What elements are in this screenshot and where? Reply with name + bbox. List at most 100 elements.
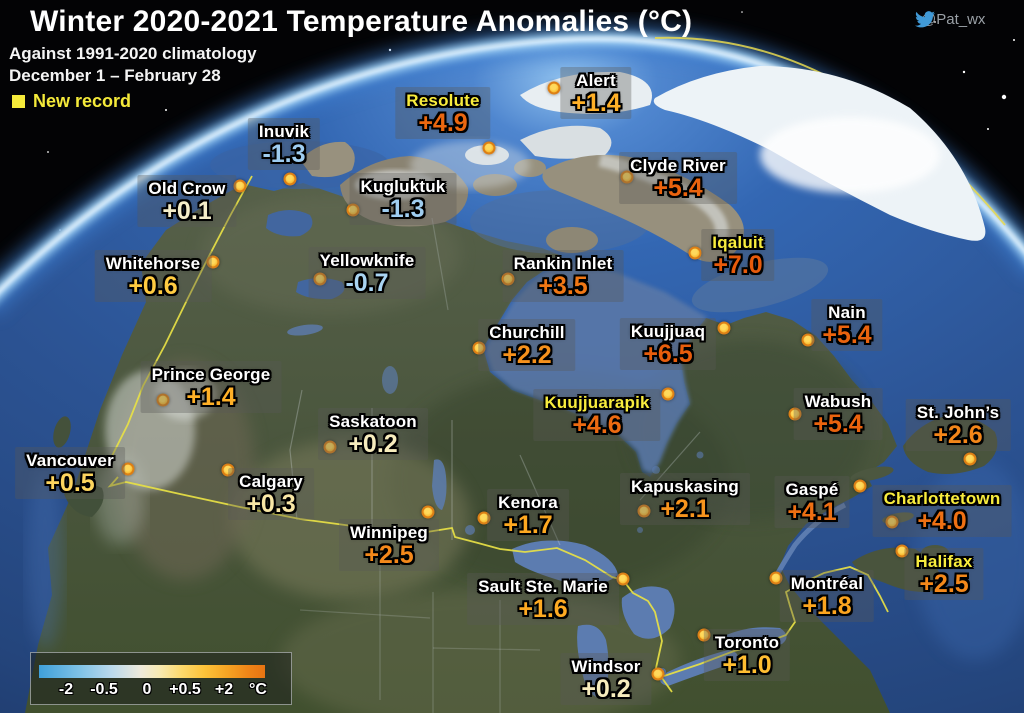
city-value: +0.2 [348,430,398,458]
city-label: Iqaluit +7.0 [701,229,775,281]
city-label: Kenora +1.7 [487,489,569,541]
city-dot [206,255,220,269]
atlantic-islands [53,415,998,592]
colorbar-legend: -2 -0.5 0 +0.5 +2 °C [30,652,292,705]
city-label: Charlottetown +4.0 [872,485,1012,537]
city-dot [421,505,435,519]
city-label: Rankin Inlet +3.5 [502,250,624,302]
city-value: +1.4 [186,383,236,411]
city-value: +0.6 [128,272,178,300]
city-dot [477,511,491,525]
city-dot [323,440,337,454]
st-lawrence-river [770,502,847,584]
subtitle-climatology: Against 1991-2020 climatology [9,44,257,63]
city-value: +5.4 [822,321,872,349]
city-value: +0.1 [162,197,212,225]
city-label: Churchill +2.2 [478,319,576,371]
terrain-shading [27,195,1024,713]
city-name: Inuvik [258,122,310,141]
city-dot [688,246,702,260]
twitter-credit: @Pat_wx [915,11,985,28]
canada-us-border-line [105,175,889,693]
city-label: Saskatoon +0.2 [318,408,428,460]
city-value: +2.5 [364,541,414,569]
city-name: Kugluktuk [360,177,446,196]
city-value: +2.6 [933,421,983,449]
city-label: Sault Ste. Marie +1.6 [467,573,619,625]
city-value: -0.7 [345,269,389,297]
city-value: +7.0 [713,251,763,279]
colorbar-tick: +2 [214,681,234,698]
nova-scotia [852,547,941,592]
city-label: Inuvik -1.3 [247,118,321,170]
city-dot [885,515,899,529]
city-dot [637,504,651,518]
new-record-swatch [12,95,25,108]
city-dot [472,341,486,355]
city-dot [121,462,135,476]
city-dot [651,667,665,681]
city-label: Kuujjuarapik +4.6 [533,389,661,441]
city-name: Windsor [571,657,641,676]
city-name: Whitehorse [105,254,201,273]
city-dot [616,572,630,586]
city-dot [697,628,711,642]
colorbar-tick: °C [249,681,267,698]
city-value: +3.5 [538,272,588,300]
colorbar-tick: -2 [58,681,74,698]
new-record-label: New record [33,91,132,111]
city-value: +2.1 [660,495,710,523]
city-dot [895,544,909,558]
yukon-alaska-border [105,175,253,469]
city-label: Gaspé +4.1 [774,476,850,528]
city-name: Rankin Inlet [513,254,613,273]
subtitle-date-range: December 1 – February 28 [9,66,221,85]
city-name: Alert [576,71,616,90]
city-value: +2.2 [502,341,552,369]
city-value: +0.2 [581,675,631,703]
city-label: Prince George +1.4 [140,361,282,413]
city-name: Iqaluit [712,233,764,252]
city-label: Old Crow +0.1 [137,175,237,227]
city-dot [661,387,675,401]
city-value: +4.6 [572,411,622,439]
city-value: +0.5 [45,469,95,497]
city-name: Saskatoon [329,412,417,431]
city-name: Clyde River [630,156,726,175]
city-dot [963,452,977,466]
city-name: Churchill [489,323,565,342]
city-name: Kenora [498,493,558,512]
city-value: +1.7 [503,511,553,539]
city-name: Winnipeg [350,523,428,542]
great-lakes [266,210,847,699]
city-label: Vancouver +0.5 [15,447,125,499]
city-name: Halifax [915,552,973,571]
city-label: Resolute +4.9 [395,87,491,139]
city-label: Kuujjuaq +6.5 [619,318,717,370]
city-value: +4.1 [787,498,837,526]
city-name: Kuujjuaq [630,322,706,341]
colorbar-gradient [39,665,265,678]
city-name: Montréal [790,574,864,593]
city-value: +5.4 [813,410,863,438]
twitter-handle: @Pat_wx [921,11,986,28]
city-dot [853,479,867,493]
city-dot [547,81,561,95]
city-dot [501,272,515,286]
city-dot [620,170,634,184]
colorbar-ticks: -2 -0.5 0 +0.5 +2 °C [31,681,291,703]
city-dot [283,172,297,186]
city-dot [769,571,783,585]
colorbar-tick: 0 [142,681,152,698]
new-record-legend: New record [12,91,131,112]
provincial-borders [289,217,701,713]
city-value: +1.4 [571,89,621,117]
city-name: Wabush [804,392,872,411]
city-value: +2.5 [919,570,969,598]
city-dot [788,407,802,421]
vancouver-island [64,484,104,517]
city-dot [221,463,235,477]
colorbar-tick: +0.5 [169,681,201,698]
